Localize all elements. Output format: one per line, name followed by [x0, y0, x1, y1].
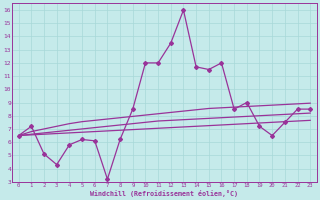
X-axis label: Windchill (Refroidissement éolien,°C): Windchill (Refroidissement éolien,°C) — [91, 190, 238, 197]
